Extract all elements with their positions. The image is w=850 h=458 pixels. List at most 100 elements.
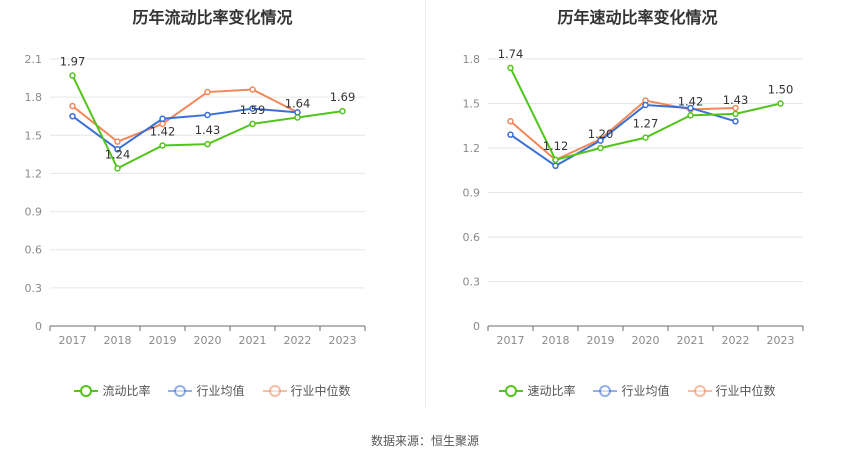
series-line	[71, 107, 298, 151]
data-label: 1.42	[678, 94, 704, 108]
y-tick-label: 0.9	[25, 206, 43, 219]
data-source: 数据来源：恒生聚源	[370, 434, 479, 448]
data-point	[69, 72, 76, 79]
legend-label: 行业均值	[621, 384, 670, 398]
y-tick-label: 1.2	[25, 167, 43, 180]
x-tick-label: 2022	[722, 334, 750, 347]
data-point	[507, 131, 514, 138]
data-point	[339, 107, 346, 115]
data-point	[642, 134, 649, 141]
data-point	[159, 142, 166, 149]
data-point	[507, 118, 514, 125]
data-point	[732, 118, 739, 125]
data-point	[204, 140, 211, 148]
y-tick-label: 0	[473, 320, 480, 333]
data-label: 1.59	[240, 103, 266, 117]
x-tick-label: 2018	[104, 334, 132, 347]
legend-label: 行业中位数	[290, 384, 351, 398]
data-point	[159, 115, 166, 123]
x-tick-label: 2019	[149, 334, 177, 347]
current-ratio-panel: 历年流动比率变化情况 0 0.3 0.6 0.9 1.2 1.5 1.8 2.1 2017 201…	[0, 0, 425, 420]
chart-legend: 速动比率 行业均值 行业中位数	[425, 382, 850, 399]
data-point	[597, 144, 604, 152]
y-tick-label: 1.5	[463, 98, 481, 111]
data-point	[69, 102, 76, 110]
data-point	[642, 101, 649, 109]
data-point	[114, 138, 121, 145]
quick-ratio-chart: 0 0.3 0.6 0.9 1.2 1.5 1.8 2017 2018 2019 2020 2021 2…	[463, 47, 804, 347]
data-point	[687, 104, 694, 112]
legend-item[interactable]: 行业均值	[593, 382, 670, 399]
data-label: 1.97	[60, 55, 86, 69]
data-label: 1.20	[588, 127, 614, 141]
data-label: 1.24	[105, 147, 131, 161]
data-point	[294, 114, 301, 121]
series-line	[509, 103, 736, 167]
x-tick-label: 2017	[497, 334, 525, 347]
data-label: 1.69	[330, 90, 356, 104]
legend-item[interactable]: 行业均值	[168, 382, 245, 399]
y-tick-label: 0.6	[463, 231, 481, 244]
data-label: 1.27	[633, 117, 659, 131]
x-tick-label: 2021	[677, 334, 705, 347]
legend-swatch	[687, 384, 712, 397]
chart-title: 历年速动比率变化情况	[557, 8, 718, 27]
data-point	[732, 110, 739, 118]
x-tick-label: 2023	[767, 334, 795, 347]
data-point	[249, 120, 256, 128]
y-tick-label: 1.5	[25, 129, 43, 142]
y-tick-label: 0.3	[463, 276, 481, 289]
series-line	[71, 88, 298, 143]
data-label: 1.74	[498, 47, 524, 61]
legend-label: 流动比率	[102, 384, 151, 398]
current-ratio-chart: 0 0.3 0.6 0.9 1.2 1.5 1.8 2.1 2017 2018 2019 2020 20…	[25, 53, 366, 347]
y-tick-label: 1.8	[463, 53, 481, 66]
y-tick-label: 2.1	[25, 53, 43, 66]
quick-ratio-panel: 历年速动比率变化情况 0 0.3 0.6 0.9 1.2 1.5 1.8 2017 2018 20…	[425, 0, 850, 420]
x-tick-label: 2020	[194, 334, 222, 347]
data-point	[204, 111, 211, 119]
legend-label: 速动比率	[527, 384, 576, 398]
data-point	[249, 86, 256, 93]
data-point	[114, 146, 121, 153]
y-tick-label: 1.8	[25, 91, 43, 104]
data-point	[777, 100, 784, 107]
data-point	[507, 64, 514, 72]
data-point	[69, 112, 76, 120]
data-point	[114, 165, 121, 172]
y-tick-label: 0	[35, 320, 42, 333]
legend-item[interactable]: 行业中位数	[262, 382, 351, 399]
x-tick-label: 2020	[632, 334, 660, 347]
chart-title: 历年流动比率变化情况	[132, 8, 293, 27]
data-label: 1.12	[543, 139, 569, 153]
chart-legend: 流动比率 行业均值 行业中位数	[0, 382, 425, 399]
legend-swatch	[168, 384, 193, 397]
panel-divider	[425, 0, 426, 408]
data-label: 1.42	[150, 124, 176, 138]
data-label: 1.43	[723, 93, 749, 107]
legend-swatch	[499, 384, 524, 397]
x-tick-label: 2023	[329, 334, 357, 347]
data-label: 1.64	[285, 96, 311, 110]
data-label: 1.50	[768, 83, 794, 97]
x-tick-label: 2017	[59, 334, 87, 347]
y-tick-label: 1.2	[463, 142, 481, 155]
legend-swatch	[74, 384, 99, 397]
data-point	[552, 156, 559, 164]
legend-swatch	[593, 384, 618, 397]
data-point	[249, 105, 256, 112]
legend-item[interactable]: 速动比率	[499, 382, 575, 399]
data-point	[732, 104, 739, 112]
data-point	[294, 109, 301, 116]
data-point	[552, 162, 559, 170]
legend-label: 行业中位数	[715, 384, 776, 398]
data-point	[687, 112, 694, 119]
legend-swatch	[262, 384, 287, 397]
x-tick-label: 2019	[587, 334, 615, 347]
legend-item[interactable]: 行业中位数	[687, 382, 776, 399]
legend-item[interactable]: 流动比率	[74, 382, 150, 399]
y-tick-label: 0.6	[25, 244, 43, 257]
data-point	[204, 88, 211, 96]
data-label: 1.43	[195, 123, 221, 137]
data-point	[597, 137, 604, 144]
